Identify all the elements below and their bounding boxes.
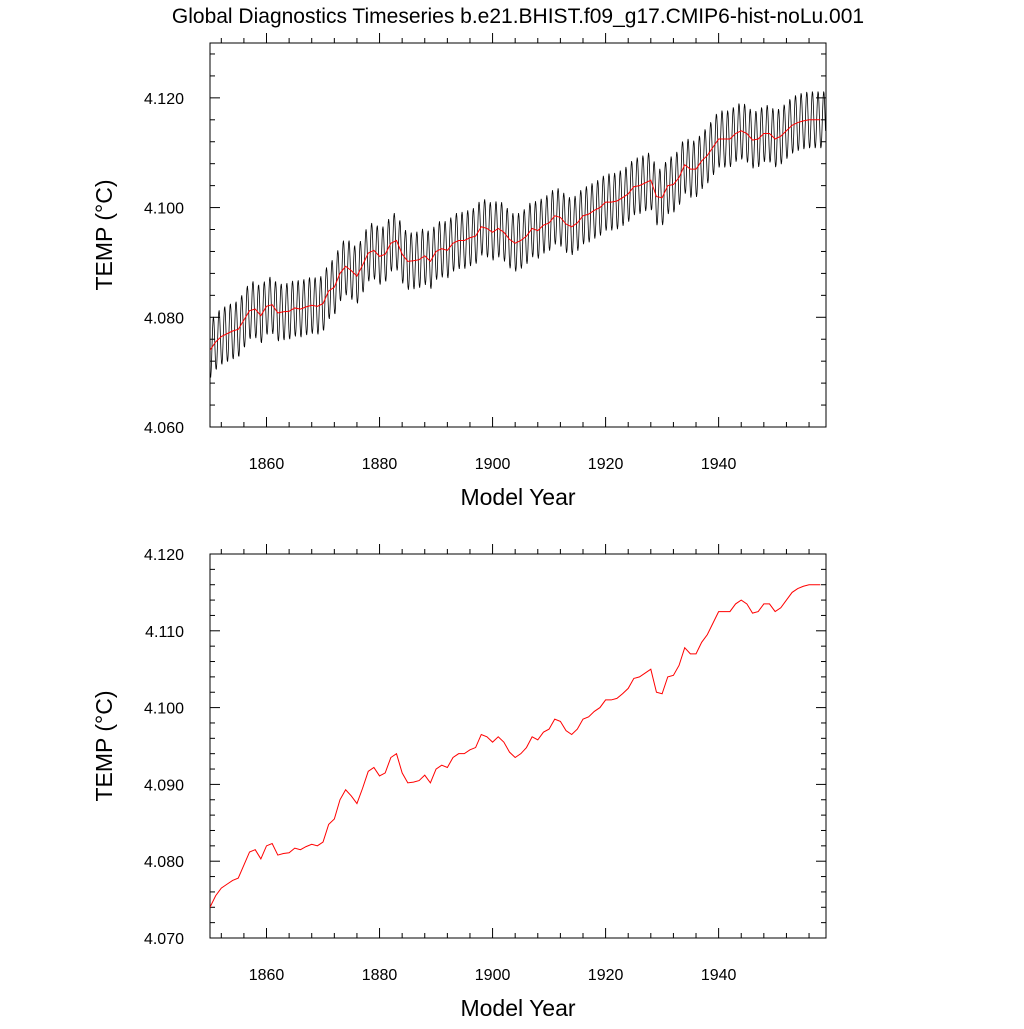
x-tick-label: 1880 <box>362 967 398 984</box>
timeseries-panel-annual: 1860 1880 1900 1920 1940 4.070 4.080 4.090 4.100… <box>91 544 826 1021</box>
x-tick-label: 1940 <box>701 456 737 473</box>
y-tick-label: 4.060 <box>144 420 184 437</box>
x-tick-label: 1860 <box>249 967 285 984</box>
plot-area <box>210 91 826 377</box>
y-tick-label: 4.100 <box>144 701 184 718</box>
x-tick-label: 1920 <box>588 456 624 473</box>
y-tick-label: 4.080 <box>144 854 184 871</box>
plot-area <box>210 585 820 908</box>
y-axis-title: TEMP (°C) <box>91 691 117 802</box>
y-axis-title: TEMP (°C) <box>91 180 117 291</box>
y-tick-label: 4.070 <box>144 931 184 948</box>
series-annual-mean-line <box>210 585 820 908</box>
y-tick-label: 4.080 <box>144 310 184 327</box>
y-tick-label: 4.120 <box>144 91 184 108</box>
y-tick-label: 4.120 <box>144 547 184 564</box>
y-tick-label: 4.110 <box>145 624 184 641</box>
plot-frame <box>210 554 826 938</box>
x-axis-title: Model Year <box>460 995 575 1021</box>
x-axis: 1860 1880 1900 1920 1940 <box>221 33 809 473</box>
series-annual-mean-line <box>210 120 820 350</box>
x-axis-title: Model Year <box>460 484 575 510</box>
x-tick-label: 1920 <box>588 967 624 984</box>
y-tick-label: 4.100 <box>144 201 184 218</box>
x-axis: 1860 1880 1900 1920 1940 <box>221 544 809 984</box>
x-tick-label: 1900 <box>475 967 511 984</box>
x-tick-label: 1940 <box>701 967 737 984</box>
y-tick-label: 4.090 <box>144 777 184 794</box>
x-tick-label: 1880 <box>362 456 398 473</box>
y-axis: 4.070 4.080 4.090 4.100 4.110 4.120 <box>144 547 826 948</box>
x-tick-label: 1860 <box>249 456 285 473</box>
x-tick-label: 1900 <box>475 456 511 473</box>
series-monthly-line <box>210 91 825 377</box>
timeseries-panel-monthly: 1860 1880 1900 1920 1940 4.060 4.080 4.100 4.120… <box>91 33 826 510</box>
figure-title: Global Diagnostics Timeseries b.e21.BHIS… <box>172 5 864 28</box>
y-axis: 4.060 4.080 4.100 4.120 <box>144 54 826 437</box>
plot-frame <box>210 43 826 427</box>
